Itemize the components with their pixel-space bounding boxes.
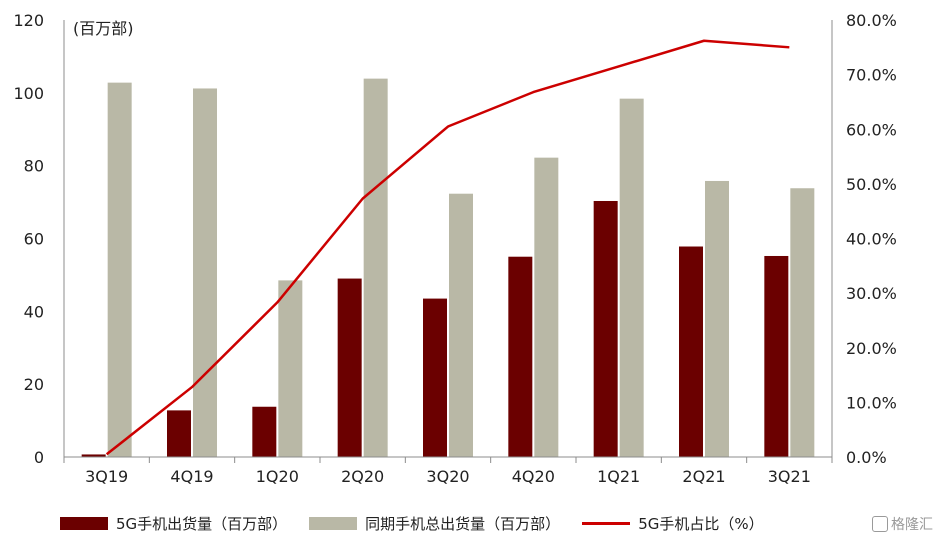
bar-5g-shipments bbox=[167, 410, 191, 457]
x-tick-label: 3Q21 bbox=[768, 467, 811, 486]
right-tick-label: 40.0% bbox=[846, 230, 897, 249]
legend-item-total-shipments: 同期手机总出货量（百万部） bbox=[309, 513, 560, 534]
bar-total-shipments bbox=[107, 82, 132, 458]
x-tick-label: 4Q20 bbox=[512, 467, 555, 486]
watermark-logo-icon bbox=[872, 516, 888, 532]
x-tick-label: 1Q21 bbox=[597, 467, 640, 486]
left-tick-label: 80 bbox=[24, 157, 44, 176]
bar-5g-shipments bbox=[81, 454, 106, 457]
left-tick-label: 120 bbox=[13, 11, 44, 30]
legend-label-5g: 5G手机出货量（百万部） bbox=[116, 515, 288, 533]
bar-5g-shipments bbox=[423, 298, 447, 457]
bar-5g-shipments bbox=[679, 246, 703, 457]
bar-total-shipments bbox=[705, 180, 729, 457]
bar-total-shipments bbox=[363, 78, 388, 458]
legend-swatch-total bbox=[309, 517, 358, 530]
right-tick-label: 20.0% bbox=[846, 339, 897, 358]
x-tick-label: 2Q21 bbox=[682, 467, 725, 486]
x-tick-label: 4Q19 bbox=[170, 467, 213, 486]
left-tick-label: 0 bbox=[34, 448, 44, 467]
bar-total-shipments bbox=[278, 280, 303, 457]
x-tick-label: 3Q20 bbox=[426, 467, 469, 486]
x-tick-label: 1Q20 bbox=[256, 467, 299, 486]
right-tick-label: 50.0% bbox=[846, 175, 897, 194]
bar-total-shipments bbox=[193, 88, 217, 458]
left-tick-label: 100 bbox=[13, 84, 44, 103]
right-tick-label: 80.0% bbox=[846, 11, 897, 30]
legend-swatch-5g bbox=[60, 517, 108, 530]
legend: 5G手机出货量（百万部） 同期手机总出货量（百万部） 5G手机占比（%） bbox=[60, 513, 786, 534]
right-tick-label: 10.0% bbox=[846, 393, 897, 412]
left-tick-label: 60 bbox=[24, 230, 44, 249]
bar-5g-shipments bbox=[337, 278, 362, 457]
bar-total-shipments bbox=[449, 193, 473, 457]
bar-5g-shipments bbox=[252, 406, 277, 457]
left-tick-label: 20 bbox=[24, 375, 44, 394]
right-tick-label: 70.0% bbox=[846, 66, 897, 85]
right-axis-ticks: 0.0% 10.0% 20.0% 30.0% 40.0% 50.0% 60.0% 70.0% 8… bbox=[846, 11, 897, 467]
legend-swatch-share bbox=[582, 522, 631, 525]
legend-item-5g-share: 5G手机占比（%） bbox=[582, 513, 764, 534]
left-tick-label: 40 bbox=[24, 302, 44, 321]
legend-label-total: 同期手机总出货量（百万部） bbox=[365, 515, 561, 533]
right-tick-label: 0.0% bbox=[846, 448, 887, 467]
x-tick-label: 3Q19 bbox=[85, 467, 128, 486]
x-axis-tick-labels: 3Q19 4Q19 1Q20 2Q20 3Q20 4Q20 1Q21 2Q21 3Q21 bbox=[85, 467, 811, 486]
line-series bbox=[105, 39, 790, 456]
legend-label-share: 5G手机占比（%） bbox=[638, 515, 764, 533]
bar-total-shipments bbox=[534, 157, 559, 457]
left-axis-ticks: 0 20 40 60 80 100 120 bbox=[13, 11, 44, 467]
bars bbox=[81, 78, 815, 458]
bar-total-shipments bbox=[619, 98, 644, 457]
bar-5g-shipments bbox=[508, 256, 533, 457]
bar-total-shipments bbox=[790, 188, 815, 457]
right-tick-label: 60.0% bbox=[846, 120, 897, 139]
legend-item-5g-shipments: 5G手机出货量（百万部） bbox=[60, 513, 287, 534]
bar-5g-shipments bbox=[764, 255, 789, 457]
left-axis-unit-label: (百万部) bbox=[73, 19, 134, 38]
bar-5g-shipments bbox=[593, 200, 618, 457]
chart: 0 20 40 60 80 100 120 0.0% 10.0% 20.0% 30.0% 40.0%… bbox=[13, 11, 897, 486]
watermark-text: 格隆汇 bbox=[891, 517, 933, 533]
watermark: 格隆汇 bbox=[872, 514, 933, 534]
right-tick-label: 30.0% bbox=[846, 284, 897, 303]
axes bbox=[63, 20, 833, 463]
x-tick-label: 2Q20 bbox=[341, 467, 384, 486]
